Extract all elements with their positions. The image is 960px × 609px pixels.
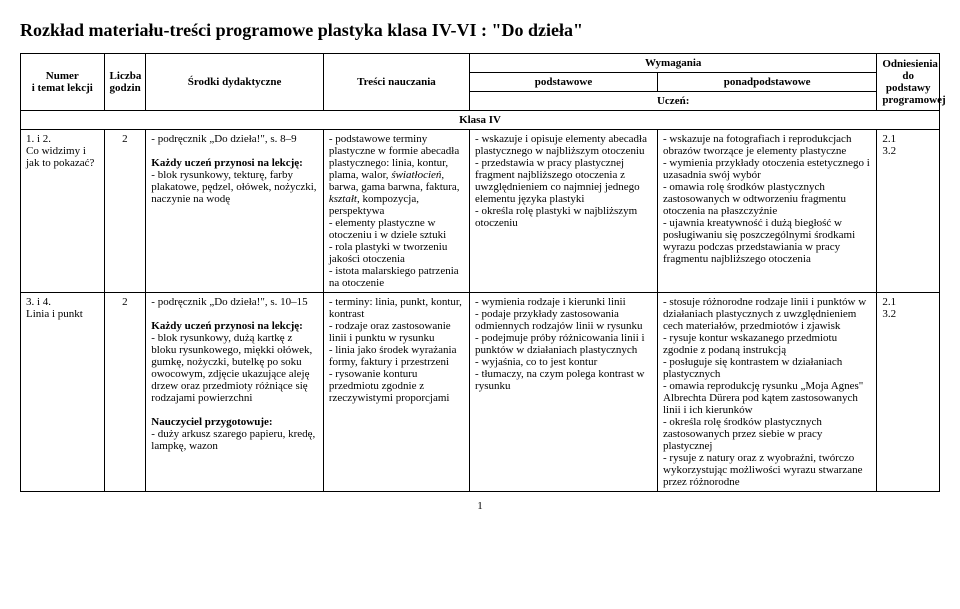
header-numer: Numeri temat lekcji: [21, 54, 105, 111]
section-header: Klasa IV: [21, 111, 940, 130]
table-row: 1. i 2.Co widzimy i jak to pokazać? 2 - …: [21, 130, 940, 293]
header-uczen: Uczeń:: [470, 92, 877, 111]
header-wymagania: Wymagania: [470, 54, 877, 73]
header-liczba: Liczbagodzin: [104, 54, 146, 111]
cell-ponadpodstawowe: - wskazuje na fotografiach i reprodukcja…: [658, 130, 877, 293]
cell-srodki: - podręcznik „Do dzieła!", s. 8–9Każdy u…: [146, 130, 324, 293]
page-number: 1: [20, 500, 940, 512]
cell-srodki: - podręcznik „Do dzieła!", s. 10–15Każdy…: [146, 293, 324, 492]
cell-numer: 1. i 2.Co widzimy i jak to pokazać?: [21, 130, 105, 293]
cell-numer: 3. i 4.Linia i punkt: [21, 293, 105, 492]
header-srodki: Środki dydaktyczne: [146, 54, 324, 111]
header-ponadpodstawowe: ponadpodstawowe: [658, 73, 877, 92]
table-row: 3. i 4.Linia i punkt 2 - podręcznik „Do …: [21, 293, 940, 492]
cell-godzin: 2: [104, 130, 146, 293]
page-title: Rozkład materiału-treści programowe plas…: [20, 20, 940, 41]
cell-ponadpodstawowe: - stosuje różnorodne rodzaje linii i pun…: [658, 293, 877, 492]
header-tresci: Treści nauczania: [323, 54, 469, 111]
cell-podstawowe: - wymienia rodzaje i kierunki linii- pod…: [470, 293, 658, 492]
header-odniesienia: Odniesienia do podstawy programowej: [877, 54, 940, 111]
cell-odn: 2.13.2: [877, 130, 940, 293]
header-podstawowe: podstawowe: [470, 73, 658, 92]
cell-tresci: - terminy: linia, punkt, kontur, kontras…: [323, 293, 469, 492]
cell-odn: 2.13.2: [877, 293, 940, 492]
cell-godzin: 2: [104, 293, 146, 492]
curriculum-table: Numeri temat lekcji Liczbagodzin Środki …: [20, 53, 940, 492]
cell-tresci: - podstawowe terminy plastyczne w formie…: [323, 130, 469, 293]
cell-podstawowe: - wskazuje i opisuje elementy abecadła p…: [470, 130, 658, 293]
